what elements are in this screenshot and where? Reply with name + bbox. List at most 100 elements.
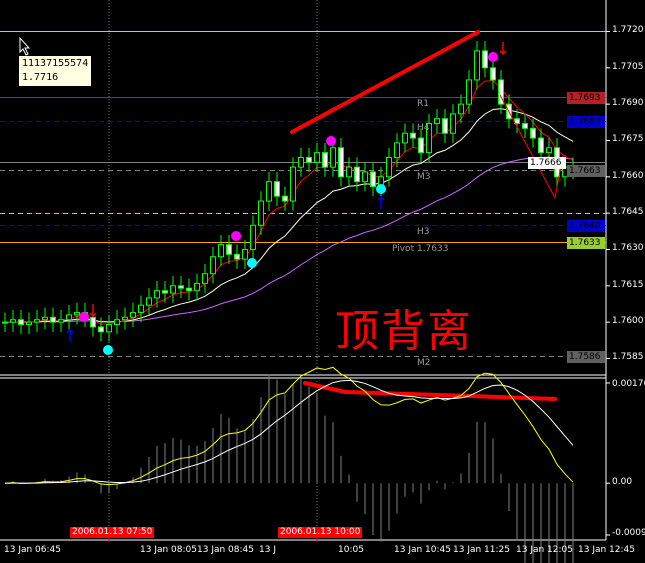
level-label: H3 [417, 226, 430, 237]
candle-body [314, 152, 320, 163]
signal-arrow-icon [499, 42, 507, 56]
time-label: 13 Jan 08:45 [197, 545, 254, 555]
candle-body [170, 285, 176, 294]
candle-body [370, 171, 376, 187]
candle-body [522, 123, 528, 129]
candle-body [474, 50, 480, 81]
price-tick-label: 1.7705 [612, 61, 644, 72]
candle-body [122, 316, 128, 321]
level-price-tag: 1.7683 [567, 115, 605, 128]
candle-body [210, 256, 216, 275]
ma-slow-line [4, 156, 574, 323]
candle-body [354, 166, 360, 183]
candle-body [26, 321, 32, 326]
candle-body [386, 156, 392, 178]
tooltip-price: 1.7716 [22, 72, 59, 83]
candle-body [482, 50, 488, 69]
candle-body [338, 147, 344, 178]
time-label: 13 Jan 08:05 [140, 545, 197, 555]
candle-body [146, 297, 152, 306]
candle-body [194, 282, 200, 292]
candle-body [66, 314, 72, 321]
time-label: 10:05 [338, 545, 364, 555]
candle-body [18, 319, 24, 326]
candle-body [410, 132, 416, 139]
candle-body [538, 137, 544, 154]
candle-body [218, 244, 224, 258]
divergence-annotation: 顶背离 [335, 306, 473, 357]
level-label: M3 [417, 171, 431, 182]
signal-dot [376, 184, 386, 194]
highlighted-time-label: 2006.01.13 07:50 [70, 527, 155, 538]
candle-body [298, 156, 304, 168]
mouse-cursor-icon [19, 36, 31, 56]
signal-dot [103, 345, 113, 355]
candle-body [58, 319, 64, 323]
candle-body [274, 181, 280, 197]
time-label: 13 Jan 12:45 [578, 545, 635, 555]
candle-body [34, 319, 40, 323]
tooltip-time: 11137155574 [22, 58, 89, 69]
signal-dot [247, 258, 257, 268]
level-price-tag: 1.7666 [528, 156, 566, 169]
candle-body [90, 316, 96, 328]
indicator-trendline [303, 381, 557, 401]
price-tick-label: 1.7630 [612, 243, 644, 254]
candle-body [466, 79, 472, 105]
candle-body [458, 103, 464, 115]
candle-body [106, 324, 112, 333]
candle-body [546, 147, 552, 154]
ma-fast-line [4, 80, 574, 325]
signal-arrow-icon [377, 195, 385, 209]
candle-body [130, 311, 136, 318]
macd-line [4, 366, 574, 486]
level-label: H4 [417, 122, 430, 133]
time-label: 13 J [259, 545, 276, 555]
candle-body [362, 171, 368, 183]
level-price-tag: 1.7693 [567, 91, 605, 104]
price-tick-label: 1.7720 [612, 25, 644, 36]
level-price-tag: 1.7663 [567, 164, 605, 177]
candle-body [186, 287, 192, 292]
candle-body [306, 156, 312, 163]
candle-body [434, 118, 440, 125]
candle-body [42, 316, 48, 321]
level-label: Pivot 1.7633 [392, 243, 449, 254]
signal-dot [488, 52, 498, 62]
candle-body [50, 316, 56, 323]
candle-body [322, 152, 328, 168]
candle-body [258, 200, 264, 226]
price-tick-label: 1.7690 [612, 98, 644, 109]
candle-body [394, 142, 400, 158]
candle-body [266, 181, 272, 202]
candle-body [154, 290, 160, 299]
ma-mid-line [4, 108, 574, 323]
crosshair-tooltip: 11137155574 1.7716 [19, 56, 92, 86]
signal-dot [231, 231, 241, 241]
candle-body [10, 319, 16, 323]
candle-body [234, 253, 240, 260]
candle-body [330, 147, 336, 168]
level-label: M2 [417, 357, 431, 368]
candle-body [402, 132, 408, 144]
candle-body [346, 166, 352, 178]
candle-body [138, 304, 144, 313]
candle-body [250, 224, 256, 250]
candle-body [426, 123, 432, 154]
candle-body [282, 195, 288, 202]
candle-body [490, 67, 496, 81]
signal-arrow-icon [66, 328, 74, 342]
highlighted-time-label: 2006.01.13 10:00 [278, 527, 363, 538]
candle-body [530, 127, 536, 139]
price-tick-label: 1.7600 [612, 316, 644, 327]
candle-body [498, 79, 504, 105]
price-tick-label: 1.7675 [612, 134, 644, 145]
signal-line [4, 379, 574, 484]
price-tick-label: 1.7660 [612, 170, 644, 181]
price-tick-label: 1.7645 [612, 207, 644, 218]
price-trendline [290, 30, 480, 134]
candle-body [74, 311, 80, 316]
